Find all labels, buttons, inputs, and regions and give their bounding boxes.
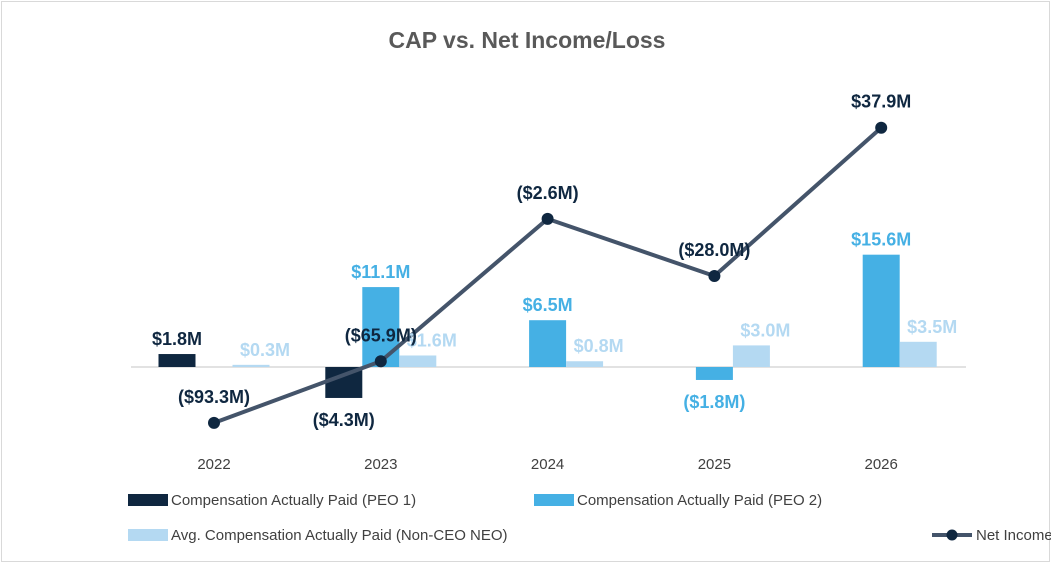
bar-3-2026 xyxy=(899,341,937,367)
data-label: $1.6M xyxy=(407,330,457,350)
data-label: ($65.9M) xyxy=(345,325,417,345)
x-tick-label: 2024 xyxy=(531,456,564,473)
bar-2-2025 xyxy=(695,367,733,380)
bar-3-2024 xyxy=(566,361,604,367)
bar-1-2022 xyxy=(158,354,196,367)
data-label: ($2.6M) xyxy=(517,183,579,203)
net-income-point-2025 xyxy=(708,270,721,282)
bar-2-2026 xyxy=(862,254,900,367)
bars-group xyxy=(158,254,937,398)
legend-swatch xyxy=(534,494,574,506)
data-label: ($28.0M) xyxy=(678,240,750,260)
data-label: $1.8M xyxy=(152,329,202,349)
legend-swatch xyxy=(128,529,168,541)
legend-swatch xyxy=(128,494,168,506)
data-label: $6.5M xyxy=(523,295,573,315)
legend-label: Compensation Actually Paid (PEO 2) xyxy=(577,492,822,509)
legend-label: Avg. Compensation Actually Paid (Non-CEO… xyxy=(171,527,508,544)
bar-3-2023 xyxy=(399,355,437,367)
legend-marker xyxy=(946,529,958,541)
data-label: $0.3M xyxy=(240,340,290,360)
chart-title: CAP vs. Net Income/Loss xyxy=(389,27,666,53)
x-tick-label: 2025 xyxy=(698,456,731,473)
legend-item: Compensation Actually Paid (PEO 1) xyxy=(128,492,416,509)
bar-2-2023 xyxy=(362,287,400,367)
net-income-point-2022 xyxy=(208,416,220,429)
data-label: $37.9M xyxy=(851,92,911,112)
line-group xyxy=(208,121,888,429)
net-income-point-2026 xyxy=(875,121,888,134)
x-tick-labels: 2022 2023 2024 2025 2026 xyxy=(197,456,898,473)
data-label: $3.5M xyxy=(907,317,957,337)
data-label: ($93.3M) xyxy=(178,387,250,407)
x-tick-label: 2022 xyxy=(197,456,230,473)
data-label: $0.8M xyxy=(574,336,624,356)
net-income-point-2023 xyxy=(374,355,387,368)
net-income-line xyxy=(213,126,883,425)
data-label: $3.0M xyxy=(740,320,790,340)
data-labels-group: $1.8M ($4.3M) $11.1M $6.5M ($1.8M) $15.6M $0.3… xyxy=(152,92,957,430)
legend-item: Net Income / Loss (Millions) xyxy=(932,527,1053,544)
bar-2-2024 xyxy=(529,320,567,367)
legend-item: Compensation Actually Paid (PEO 2) xyxy=(534,492,822,509)
x-tick-label: 2023 xyxy=(364,456,397,473)
legend-item: Avg. Compensation Actually Paid (Non-CEO… xyxy=(128,527,508,544)
bar-3-2025 xyxy=(732,345,770,367)
data-label: ($4.3M) xyxy=(313,410,375,430)
data-label: $11.1M xyxy=(351,262,410,282)
x-tick-label: 2026 xyxy=(865,456,898,473)
data-label: $15.6M xyxy=(851,230,911,250)
legend-label: Net Income / Loss (Millions) xyxy=(976,527,1051,544)
legend: Compensation Actually Paid (PEO 1) Compen… xyxy=(128,492,1053,544)
bar-3-2022 xyxy=(232,364,270,367)
legend-label: Compensation Actually Paid (PEO 1) xyxy=(171,492,416,509)
net-income-point-2024 xyxy=(541,212,554,225)
data-label: ($1.8M) xyxy=(683,392,745,412)
